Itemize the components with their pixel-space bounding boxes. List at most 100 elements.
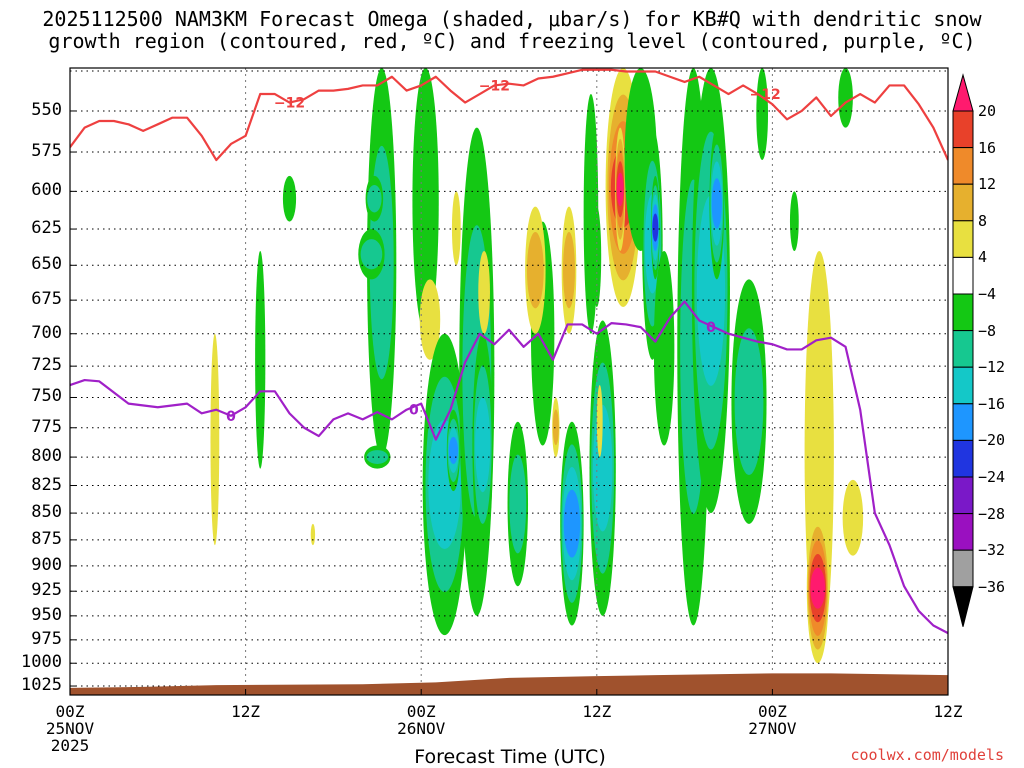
y-tick-label: 1000 [21, 652, 62, 673]
omega-plume [210, 333, 220, 546]
omega-plume [734, 328, 764, 475]
omega-plume [842, 479, 864, 556]
x-tick-label: 12Z [582, 702, 612, 721]
omega-plume [838, 68, 853, 128]
omega-plume [366, 450, 389, 464]
x-date-label: 27NOV [748, 719, 797, 738]
omega-plume [592, 404, 613, 532]
y-tick-label: 625 [31, 218, 62, 239]
colorbar-tick-label: 16 [978, 138, 997, 157]
x-date-label: 26NOV [397, 719, 446, 738]
colorbar-segment [952, 330, 974, 368]
omega-shading [210, 68, 864, 664]
omega-plume [789, 191, 799, 251]
plot-frame [69, 67, 949, 696]
x-tick-label: 00Z [406, 702, 436, 721]
omega-plume [448, 436, 459, 464]
colorbar-segment [952, 256, 974, 295]
dgz-minus12-line-label: −12 [749, 87, 780, 103]
y-tick-label: 975 [31, 628, 62, 649]
colorbar-tick-label: −4 [978, 285, 997, 303]
colorbar-segment [952, 147, 974, 185]
credit-text: coolwx.com/models [850, 746, 1004, 764]
contour-lines: 0 0 0 −12 −12 −12 [70, 68, 948, 635]
y-tick-label: 850 [31, 502, 62, 523]
omega-plume [475, 397, 491, 493]
x-date-label: 25NOV [45, 719, 95, 738]
grid-lines [70, 68, 948, 695]
y-tick-label: 825 [31, 474, 62, 495]
colorbar-tick-label: −24 [978, 468, 1006, 486]
x-year-label: 2025 [50, 736, 90, 755]
colorbar-tick-label: −28 [978, 504, 1006, 523]
freezing-level-line [70, 300, 948, 635]
y-tick-label: 675 [31, 289, 62, 310]
colorbar-top-arrow [952, 73, 974, 112]
freezing-level-line-label: 0 [706, 320, 716, 336]
y-tick-label: 550 [31, 99, 62, 120]
dgz-minus12-line [70, 68, 948, 162]
colorbar-segment [952, 293, 974, 332]
colorbar-tick-label: 20 [978, 102, 997, 120]
omega-plume [360, 239, 383, 270]
y-tick-label: 1025 [21, 675, 62, 696]
omega-plume [563, 489, 581, 558]
omega-plume [562, 232, 575, 309]
omega-plume [478, 250, 490, 334]
y-tick-label: 875 [31, 528, 62, 549]
y-tick-label: 800 [31, 446, 62, 467]
omega-plume [419, 279, 441, 360]
chart-title-line1: 2025112500 NAM3KM Forecast Omega (shaded… [42, 7, 982, 31]
colorbar-bottom-arrow [952, 586, 974, 627]
colorbar [952, 73, 974, 627]
colorbar-tick-label: 12 [978, 175, 997, 194]
colorbar-segment [952, 513, 974, 551]
y-tick-label: 575 [31, 141, 62, 162]
y-tick-label: 900 [31, 554, 62, 575]
omega-plume [596, 385, 603, 458]
dgz-minus12-line-label: −12 [274, 96, 305, 112]
omega-plume [451, 191, 461, 266]
freezing-level-line-label: 0 [409, 403, 419, 419]
terrain-surface [70, 673, 948, 695]
x-axis-title: Forecast Time (UTC) [414, 746, 606, 768]
omega-plume [526, 232, 544, 309]
x-tick-label: 12Z [231, 702, 261, 721]
colorbar-segment [952, 439, 974, 478]
omega-plume [652, 213, 659, 242]
x-tick-label: 00Z [55, 702, 85, 721]
y-tick-label: 950 [31, 604, 62, 625]
omega-plume [616, 172, 624, 207]
colorbar-tick-label: −32 [978, 541, 1006, 560]
colorbar-segment [952, 403, 974, 441]
x-tick-label: 12Z [933, 702, 963, 721]
colorbar-segment [952, 220, 974, 258]
omega-plume [412, 68, 439, 334]
colorbar-segment [952, 476, 974, 515]
omega-plume [711, 178, 722, 229]
omega-plume [310, 523, 316, 546]
y-tick-label: 650 [31, 254, 62, 275]
freezing-level-line-label: 0 [226, 409, 236, 425]
colorbar-tick-label: −12 [978, 358, 1006, 377]
colorbar-segment [952, 549, 974, 588]
omega-plume [367, 184, 382, 213]
omega-plume [255, 250, 266, 469]
y-tick-label: 775 [31, 416, 62, 437]
colorbar-tick-label: 8 [978, 211, 988, 230]
terrain-area [70, 673, 948, 695]
y-tick-label: 600 [31, 180, 62, 201]
colorbar-segment [952, 183, 974, 222]
colorbar-tick-label: −36 [978, 577, 1006, 596]
x-tick-label: 00Z [757, 702, 787, 721]
dgz-minus12-line-label: −12 [479, 78, 510, 94]
omega-plume [653, 250, 675, 446]
omega-plume [552, 409, 559, 446]
omega-plume [282, 175, 297, 222]
omega-plume [756, 68, 769, 161]
y-tick-label: 750 [31, 386, 62, 407]
colorbar-tick-label: −20 [978, 431, 1006, 450]
omega-plume [592, 206, 602, 307]
chart-title-line2: growth region (contoured, red, ºC) and f… [48, 29, 976, 53]
